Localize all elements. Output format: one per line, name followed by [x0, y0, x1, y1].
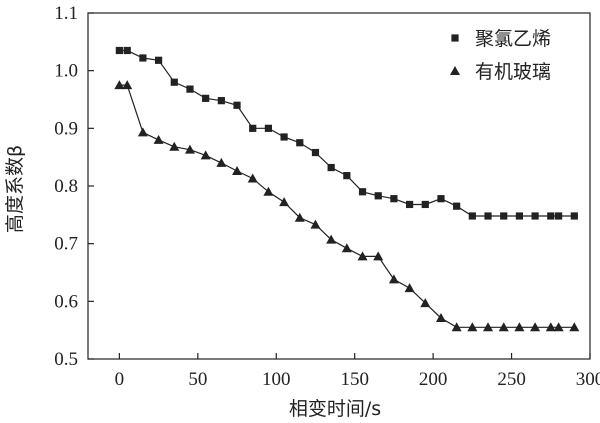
data-point: [390, 195, 398, 203]
data-point: [232, 166, 243, 176]
data-point: [421, 200, 429, 209]
data-point: [139, 54, 147, 62]
data-point: [184, 144, 195, 154]
data-point: [545, 322, 556, 332]
data-point: [514, 322, 525, 332]
data-point: [294, 212, 305, 222]
data-point: [435, 313, 446, 323]
data-point: [373, 251, 384, 261]
y-tick-label: 0.6: [54, 291, 78, 312]
data-point: [531, 212, 539, 220]
data-point: [123, 46, 131, 55]
data-point: [555, 212, 563, 220]
x-axis-title: 相变时间/s: [289, 398, 381, 420]
data-point: [114, 80, 125, 90]
x-tick-label: 150: [340, 369, 369, 390]
data-point: [553, 322, 564, 332]
x-tick-label: 300: [576, 369, 600, 390]
data-point: [498, 322, 509, 332]
data-point: [570, 212, 578, 220]
series-layer: [114, 46, 580, 332]
data-point: [467, 322, 478, 332]
legend-item: 有机玻璃: [450, 61, 551, 83]
data-point: [453, 202, 461, 210]
data-point: [217, 97, 225, 105]
data-point: [405, 200, 414, 209]
x-tick-label: 250: [497, 369, 526, 390]
data-point: [296, 139, 304, 147]
data-point: [153, 134, 164, 144]
data-point: [451, 322, 462, 332]
data-point: [311, 148, 320, 157]
data-point: [169, 141, 180, 151]
data-point: [468, 212, 476, 220]
y-axis-title: 高度系数β: [4, 145, 26, 233]
data-point: [404, 283, 415, 293]
legend-item: 聚氯乙烯: [451, 28, 551, 50]
data-point: [515, 212, 524, 220]
data-point: [437, 195, 445, 203]
data-point: [500, 212, 508, 220]
data-point: [358, 188, 367, 196]
y-tick-label: 1.0: [54, 61, 78, 82]
data-point: [115, 46, 123, 55]
legend-label: 聚氯乙烯: [475, 28, 551, 50]
x-tick-label: 100: [262, 369, 291, 390]
data-point: [202, 94, 210, 102]
data-point: [327, 163, 335, 172]
x-tick-label: 0: [115, 369, 125, 390]
x-tick-labels: 0 50 100 150 200 250 300: [115, 369, 600, 390]
data-point: [547, 212, 555, 220]
data-point: [420, 298, 431, 308]
y-tick-label: 1.1: [54, 3, 78, 24]
series-2: [114, 80, 580, 332]
legend-marker: [450, 66, 460, 75]
data-point: [484, 212, 492, 220]
legend-marker: [451, 34, 459, 42]
data-point: [357, 251, 368, 261]
data-point: [233, 101, 241, 109]
data-point: [137, 127, 148, 137]
series-1: [115, 46, 578, 220]
y-tick-label: 0.9: [54, 118, 78, 139]
y-tick-label: 0.7: [54, 234, 78, 255]
data-point: [247, 173, 258, 183]
legend-label: 有机玻璃: [475, 61, 551, 83]
tick-marks: [88, 12, 591, 360]
data-point: [264, 124, 273, 132]
y-tick-labels: 0.5 0.6 0.7 0.8 0.9 1.0 1.1: [54, 3, 78, 370]
data-point: [186, 85, 194, 93]
data-point: [154, 56, 163, 64]
data-point: [216, 157, 227, 167]
series-line: [119, 84, 575, 328]
data-point: [530, 322, 541, 332]
data-point: [263, 186, 274, 196]
x-tick-label: 200: [419, 369, 448, 390]
data-point: [343, 172, 351, 180]
x-tick-label: 50: [188, 369, 207, 390]
y-tick-label: 0.5: [54, 349, 78, 370]
data-point: [310, 219, 321, 229]
data-point: [200, 150, 211, 160]
data-point: [374, 192, 382, 200]
data-point: [279, 197, 290, 207]
y-tick-label: 0.8: [54, 176, 78, 197]
data-point: [326, 234, 337, 244]
data-point: [170, 78, 178, 86]
data-point: [341, 243, 352, 253]
data-point: [122, 80, 133, 90]
data-point: [483, 322, 494, 332]
data-point: [569, 322, 580, 332]
data-point: [249, 124, 257, 132]
data-point: [280, 133, 288, 141]
data-point: [388, 274, 399, 284]
